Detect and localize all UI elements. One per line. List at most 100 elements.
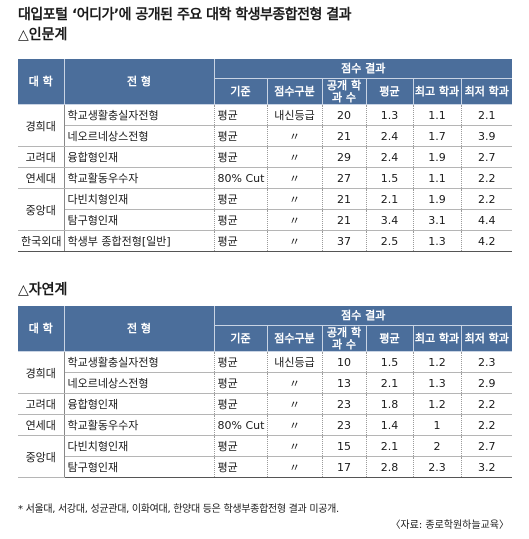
table-row: 연세대 학교활동우수자 80% Cut 〃 27 1.5 1.1 2.2 [18, 167, 512, 189]
cell-min: 2.3 [461, 351, 512, 373]
header-max: 최고 학과 [413, 325, 462, 352]
header-max: 최고 학과 [413, 78, 462, 105]
header-score-class: 점수구분 [267, 78, 323, 105]
cell-max: 1.1 [413, 104, 462, 126]
cell-applicants: 23 [322, 393, 367, 415]
footnote: * 서울대, 서강대, 성균관대, 이화여대, 한양대 등은 학생부종합전형 결… [18, 504, 339, 515]
cell-applicants: 21 [322, 125, 367, 147]
cell-applicants: 17 [322, 456, 367, 478]
cell-applicants: 27 [322, 167, 367, 189]
cell-applicants: 13 [322, 372, 367, 394]
source-credit: 〈자료: 종로학원하늘교육〉 [390, 520, 509, 531]
cell-univ: 경희대 [18, 351, 65, 394]
table-row: 중앙대 다빈치형인재 평균 〃 15 2.1 2 2.7 [18, 435, 512, 478]
section-label-sciences: △자연계 [18, 282, 68, 298]
cell-score-class: 〃 [267, 414, 323, 436]
cell-applicants: 21 [322, 188, 367, 210]
cell-basis: 평균 [214, 209, 268, 231]
cell-min: 4.2 [461, 230, 512, 252]
cell-applicants: 37 [322, 230, 367, 252]
header-min: 최저 학과 [461, 325, 512, 352]
cell-min: 2.2 [461, 188, 512, 210]
cell-avg: 2.4 [366, 125, 414, 147]
cell-type: 네오르네상스전형 [64, 125, 215, 147]
cell-max: 1.9 [413, 188, 462, 210]
cell-max: 1.9 [413, 146, 462, 168]
cell-basis: 80% Cut [214, 167, 268, 189]
cell-univ: 고려대 [18, 393, 65, 415]
cell-avg: 2.1 [366, 372, 414, 394]
cell-avg: 2.1 [366, 188, 414, 210]
cell-avg: 2.1 [366, 435, 414, 457]
cell-avg: 3.4 [366, 209, 414, 231]
cell-basis: 평균 [214, 435, 268, 457]
cell-applicants: 21 [322, 209, 367, 231]
cell-type: 다빈치형인재 [64, 435, 215, 457]
header-applicants: 공개 학과 수 [322, 325, 367, 352]
header-type: 전 형 [64, 59, 215, 105]
cell-max: 1.2 [413, 393, 462, 415]
cell-avg: 1.5 [366, 351, 414, 373]
header-basis: 기준 [214, 78, 268, 105]
cell-type: 탐구형인재 [64, 456, 215, 478]
cell-avg: 1.8 [366, 393, 414, 415]
cell-avg: 2.5 [366, 230, 414, 252]
header-type: 전 형 [64, 306, 215, 352]
cell-score-class: 〃 [267, 188, 323, 210]
cell-type: 융합형인재 [64, 393, 215, 415]
table-row: 탐구형인재 평균 〃 21 3.4 3.1 4.4 [18, 209, 512, 231]
cell-univ: 중앙대 [18, 188, 65, 231]
cell-min: 2.2 [461, 393, 512, 415]
cell-univ: 한국외대 [18, 230, 65, 252]
cell-min: 2.1 [461, 104, 512, 126]
cell-applicants: 15 [322, 435, 367, 457]
cell-basis: 평균 [214, 456, 268, 478]
cell-max: 1.2 [413, 351, 462, 373]
cell-score-class: 〃 [267, 167, 323, 189]
table-row: 중앙대 다빈치형인재 평균 〃 21 2.1 1.9 2.2 [18, 188, 512, 231]
header-avg: 평균 [366, 325, 414, 352]
header-applicants: 공개 학과 수 [322, 78, 367, 105]
cell-basis: 평균 [214, 393, 268, 415]
cell-basis: 평균 [214, 351, 268, 373]
cell-basis: 평균 [214, 104, 268, 126]
cell-max: 1.1 [413, 167, 462, 189]
cell-score-class: 내신등급 [267, 104, 323, 126]
table-row: 네오르네상스전형 평균 〃 21 2.4 1.7 3.9 [18, 125, 512, 147]
cell-type: 학교활동우수자 [64, 167, 215, 189]
header-group: 점수 결과 [214, 59, 512, 79]
cell-min: 2.2 [461, 414, 512, 436]
cell-avg: 1.4 [366, 414, 414, 436]
table-row: 고려대 융합형인재 평균 〃 23 1.8 1.2 2.2 [18, 393, 512, 415]
cell-type: 융합형인재 [64, 146, 215, 168]
cell-applicants: 29 [322, 146, 367, 168]
cell-applicants: 20 [322, 104, 367, 126]
cell-type: 다빈치형인재 [64, 188, 215, 210]
cell-avg: 2.8 [366, 456, 414, 478]
header-avg: 평균 [366, 78, 414, 105]
header-basis: 기준 [214, 325, 268, 352]
cell-basis: 평균 [214, 146, 268, 168]
cell-max: 1.3 [413, 372, 462, 394]
cell-score-class: 〃 [267, 435, 323, 457]
sciences-table: 대 학 전 형 점수 결과 기준 점수구분 공개 학과 수 평균 최고 학과 최… [18, 306, 512, 478]
cell-basis: 평균 [214, 125, 268, 147]
header-univ: 대 학 [18, 59, 65, 105]
cell-type: 학교생활충실자전형 [64, 351, 215, 373]
cell-min: 3.2 [461, 456, 512, 478]
cell-type: 네오르네상스전형 [64, 372, 215, 394]
cell-score-class: 내신등급 [267, 351, 323, 373]
humanities-table: 대 학 전 형 점수 결과 기준 점수구분 공개 학과 수 평균 최고 학과 최… [18, 59, 512, 252]
cell-score-class: 〃 [267, 456, 323, 478]
cell-univ: 경희대 [18, 104, 65, 147]
cell-min: 2.2 [461, 167, 512, 189]
cell-score-class: 〃 [267, 125, 323, 147]
cell-score-class: 〃 [267, 209, 323, 231]
cell-score-class: 〃 [267, 146, 323, 168]
cell-avg: 1.5 [366, 167, 414, 189]
cell-min: 3.9 [461, 125, 512, 147]
cell-max: 1.7 [413, 125, 462, 147]
table-row: 경희대 학교생활충실자전형 평균 내신등급 20 1.3 1.1 2.1 [18, 104, 512, 147]
cell-basis: 평균 [214, 372, 268, 394]
cell-score-class: 〃 [267, 372, 323, 394]
